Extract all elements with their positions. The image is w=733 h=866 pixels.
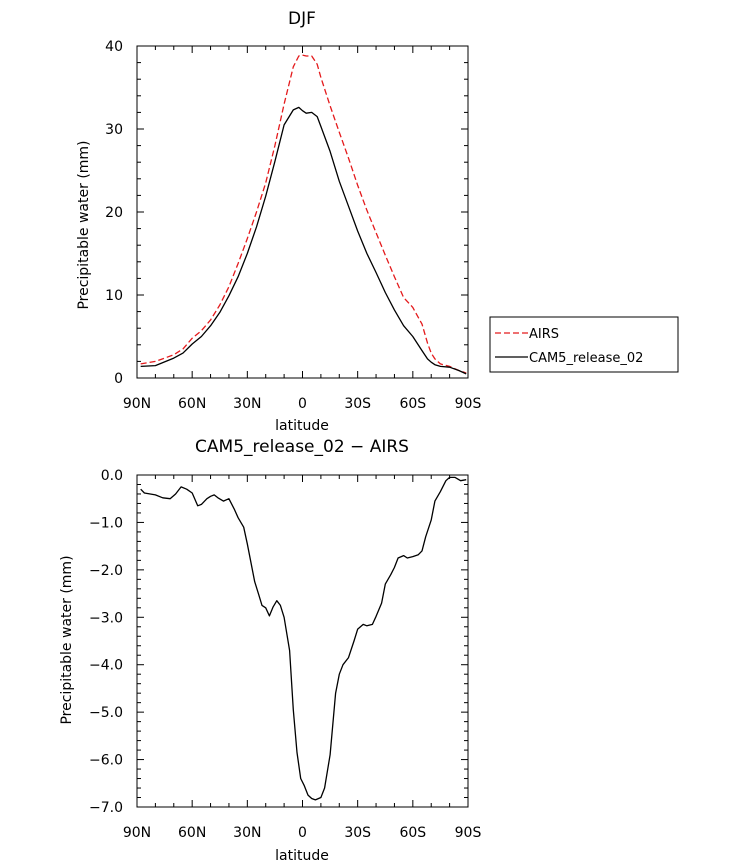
top-chart-x-tick-label: 60N (178, 396, 206, 412)
top-chart-series-line-airs (140, 54, 467, 374)
top-chart-y-axis-label: Precipitable water (mm) (76, 140, 92, 309)
top-chart-x-tick-label: 30S (344, 396, 371, 412)
legend-label-airs: AIRS (529, 327, 559, 342)
top-chart-y-tick-label: 0 (114, 371, 123, 387)
top-chart-x-tick-label: 30N (233, 396, 261, 412)
bottom-chart-x-tick-label: 60N (178, 825, 206, 841)
top-chart-panel: DJF Precipitable water (mm) latitude 0 10… (76, 9, 481, 434)
bottom-chart-y-tick-label: −3.0 (89, 610, 123, 626)
legend: AIRS CAM5_release_02 (489, 316, 679, 373)
bottom-chart-y-axis-label: Precipitable water (mm) (59, 555, 75, 724)
top-chart-y-tick-label: 20 (105, 205, 123, 221)
bottom-chart-y-tick-label: −5.0 (89, 705, 123, 721)
bottom-chart-y-tick-label: −2.0 (89, 563, 123, 579)
bottom-chart-x-tick-label: 90S (455, 825, 482, 841)
top-chart-x-axis-label: latitude (275, 418, 329, 434)
top-chart-x-tick-label: 90S (455, 396, 482, 412)
bottom-chart-x-tick-label: 30S (344, 825, 371, 841)
bottom-chart-x-tick-label: 30N (233, 825, 261, 841)
top-chart-y-tick-label: 40 (105, 39, 123, 55)
top-chart-series-line-cam5-release-02 (140, 106, 467, 375)
bottom-chart-y-tick-label: −1.0 (89, 515, 123, 531)
top-chart-x-tick-label: 60S (399, 396, 426, 412)
bottom-chart-title: CAM5_release_02 − AIRS (195, 437, 409, 457)
bottom-chart-x-tick-label: 60S (399, 825, 426, 841)
bottom-chart-x-tick-label: 0 (298, 825, 307, 841)
legend-box (489, 316, 679, 373)
bottom-chart-y-tick-label: −6.0 (89, 753, 123, 769)
top-chart-y-tick-label: 10 (105, 288, 123, 304)
bottom-chart-panel: CAM5_release_02 − AIRS Precipitable wate… (59, 437, 481, 864)
bottom-chart-x-axis-label: latitude (275, 848, 329, 864)
bottom-chart-x-tick-label: 90N (123, 825, 151, 841)
bottom-chart-y-tick-label: −4.0 (89, 658, 123, 674)
bottom-chart-y-tick-label: −7.0 (89, 800, 123, 816)
top-chart-x-tick-label: 90N (123, 396, 151, 412)
top-chart-title: DJF (288, 9, 316, 29)
bottom-chart-y-tick-label: 0.0 (101, 468, 123, 484)
bottom-chart-plot-frame (136, 474, 469, 808)
top-chart-x-tick-label: 0 (298, 396, 307, 412)
top-chart-plot-frame (136, 45, 469, 379)
top-chart-y-tick-label: 30 (105, 122, 123, 138)
bottom-chart-series-line-cam5-release-02-airs (140, 476, 467, 801)
legend-label-cam5: CAM5_release_02 (529, 351, 643, 366)
